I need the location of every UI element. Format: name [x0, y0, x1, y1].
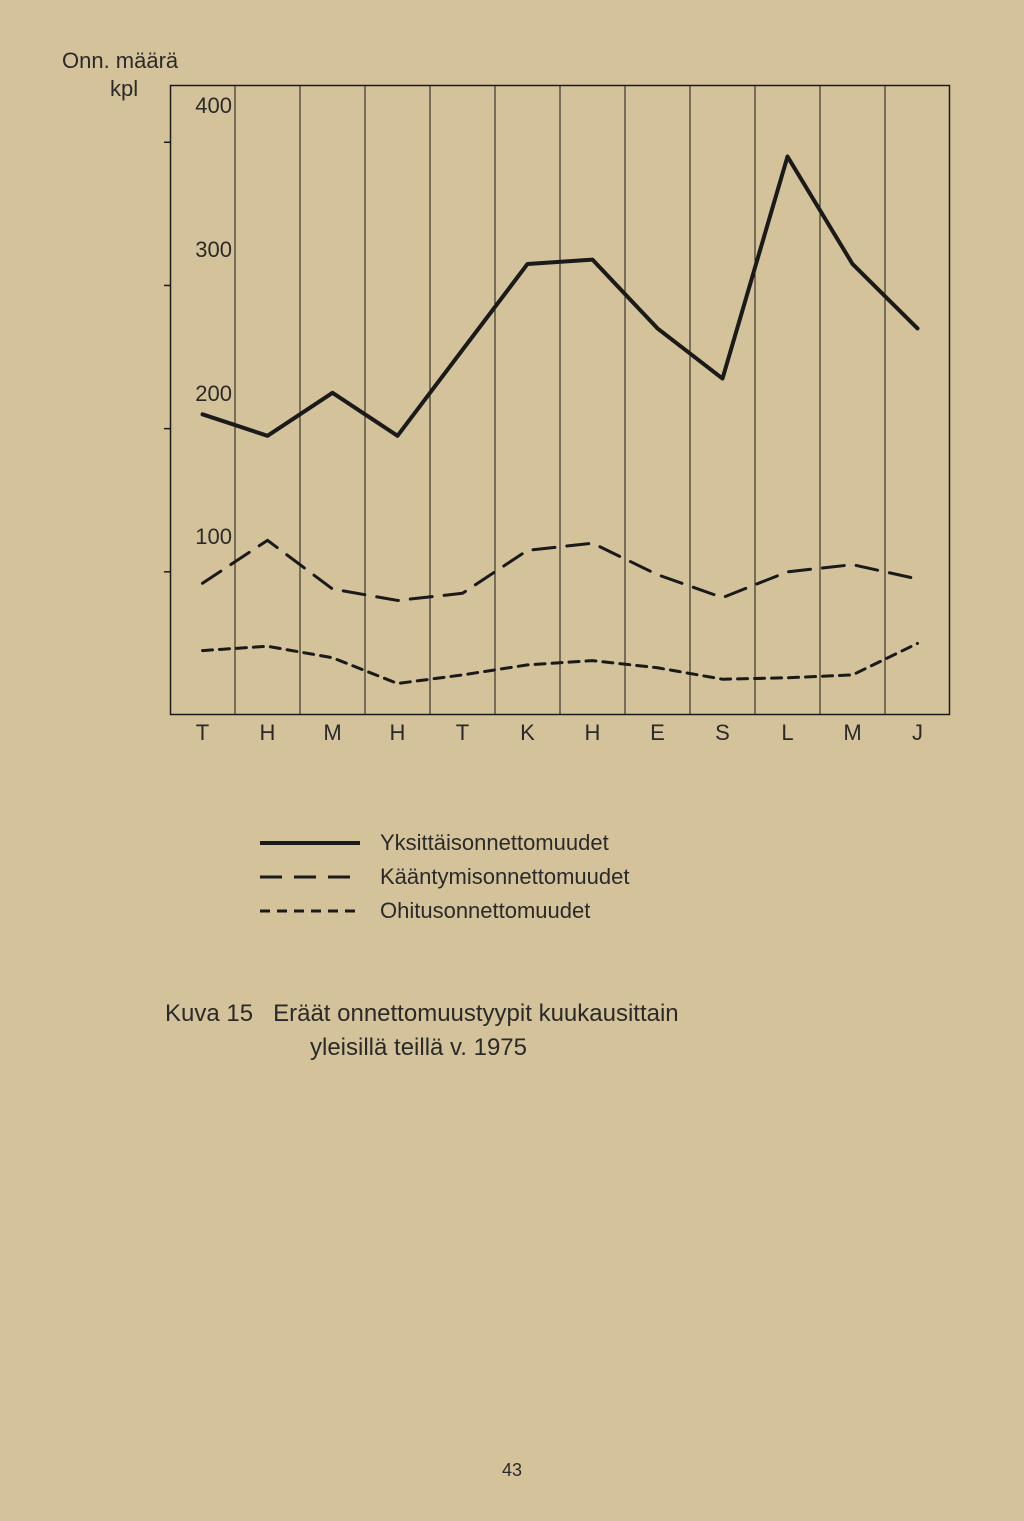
x-tick-label: J	[903, 720, 933, 746]
x-tick-label: M	[838, 720, 868, 746]
caption-label: Kuva 15	[165, 1000, 253, 1027]
x-tick-label: K	[513, 720, 543, 746]
x-tick-label: L	[773, 720, 803, 746]
legend-line-shortdash-icon	[260, 899, 360, 923]
x-tick-label: E	[643, 720, 673, 746]
legend-line-longdash-icon	[260, 865, 360, 889]
x-tick-label: S	[708, 720, 738, 746]
y-axis-subtitle: kpl	[110, 76, 138, 102]
legend-label-solid: Yksittäisonnettomuudet	[380, 830, 609, 856]
legend: Yksittäisonnettomuudet Kääntymisonnettom…	[260, 830, 630, 932]
figure-caption-line2: yleisillä teillä v. 1975	[310, 1034, 527, 1062]
legend-item-longdash: Kääntymisonnettomuudet	[260, 864, 630, 890]
legend-label-shortdash: Ohitusonnettomuudet	[380, 898, 590, 924]
page-container: Onn. määrä kpl 400 300 200 100 THMHTKHES…	[0, 0, 1024, 1521]
chart-area	[170, 85, 950, 715]
y-axis-title: Onn. määrä	[62, 48, 178, 74]
page-number: 43	[502, 1460, 522, 1481]
x-tick-label: H	[253, 720, 283, 746]
x-tick-label: M	[318, 720, 348, 746]
legend-label-longdash: Kääntymisonnettomuudet	[380, 864, 630, 890]
caption-text1: Eräät onnettomuustyypit kuukausittain	[273, 1000, 679, 1027]
x-tick-label: H	[383, 720, 413, 746]
figure-caption-line1: Kuva 15 Eräät onnettomuustyypit kuukausi…	[165, 1000, 679, 1028]
legend-item-shortdash: Ohitusonnettomuudet	[260, 898, 630, 924]
legend-item-solid: Yksittäisonnettomuudet	[260, 830, 630, 856]
x-tick-label: T	[188, 720, 218, 746]
x-tick-label: H	[578, 720, 608, 746]
chart-svg	[170, 85, 950, 715]
legend-line-solid-icon	[260, 831, 360, 855]
x-tick-label: T	[448, 720, 478, 746]
